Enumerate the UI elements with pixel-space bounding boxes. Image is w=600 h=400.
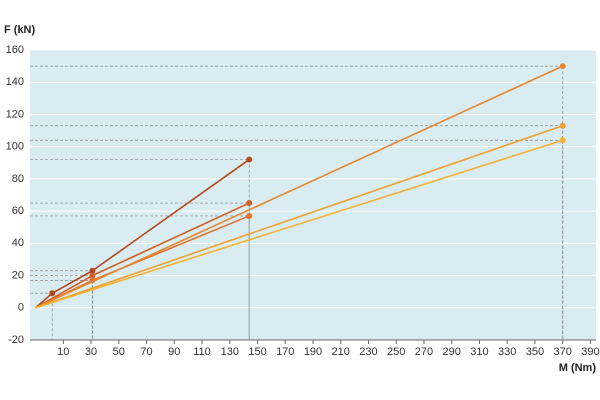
- y-tick-label: 140: [6, 76, 24, 88]
- point: [246, 200, 253, 207]
- y-tick-label: 0: [18, 302, 24, 314]
- point: [246, 212, 253, 219]
- y-tick-label: 20: [12, 269, 24, 281]
- y-tick-label: -20: [8, 334, 24, 346]
- point: [246, 156, 253, 163]
- y-tick-label: 40: [12, 237, 24, 249]
- point: [89, 267, 96, 274]
- x-axis-label: M (Nm): [559, 362, 597, 374]
- x-tick-label: 250: [387, 346, 405, 358]
- x-tick-label: 230: [359, 346, 377, 358]
- x-tick-label: 330: [498, 346, 516, 358]
- x-tick-label: 110: [193, 346, 211, 358]
- point: [559, 122, 566, 129]
- x-tick-label: 270: [415, 346, 433, 358]
- series-line: [35, 65, 564, 309]
- point: [49, 290, 56, 297]
- series-line: [35, 139, 563, 309]
- y-tick-label: 60: [12, 205, 24, 217]
- x-tick-label: 30: [85, 346, 97, 358]
- y-axis-label: F (kN): [4, 24, 36, 36]
- y-tick-label: 120: [6, 108, 24, 120]
- y-tick-label: 80: [12, 173, 24, 185]
- x-tick-label: 10: [57, 346, 69, 358]
- point: [559, 63, 566, 70]
- y-tick-label: 100: [6, 141, 24, 153]
- x-tick-label: 90: [168, 346, 180, 358]
- plot-area: [30, 50, 596, 340]
- x-tick-label: 210: [332, 346, 350, 358]
- point: [89, 272, 96, 279]
- x-tick-label: 390: [581, 346, 599, 358]
- y-tick-label: 160: [6, 44, 24, 56]
- x-tick-label: 170: [276, 346, 294, 358]
- x-tick-label: 350: [526, 346, 544, 358]
- point: [559, 137, 566, 144]
- series-line: [35, 158, 250, 309]
- x-tick-label: 290: [443, 346, 461, 358]
- x-tick-label: 70: [140, 346, 152, 358]
- x-tick-label: 130: [221, 346, 239, 358]
- x-tick-label: 50: [113, 346, 125, 358]
- x-tick-label: 190: [304, 346, 322, 358]
- series-line: [35, 124, 563, 309]
- x-tick-label: 310: [470, 346, 488, 358]
- x-tick-label: 370: [554, 346, 572, 358]
- x-tick-label: 150: [248, 346, 266, 358]
